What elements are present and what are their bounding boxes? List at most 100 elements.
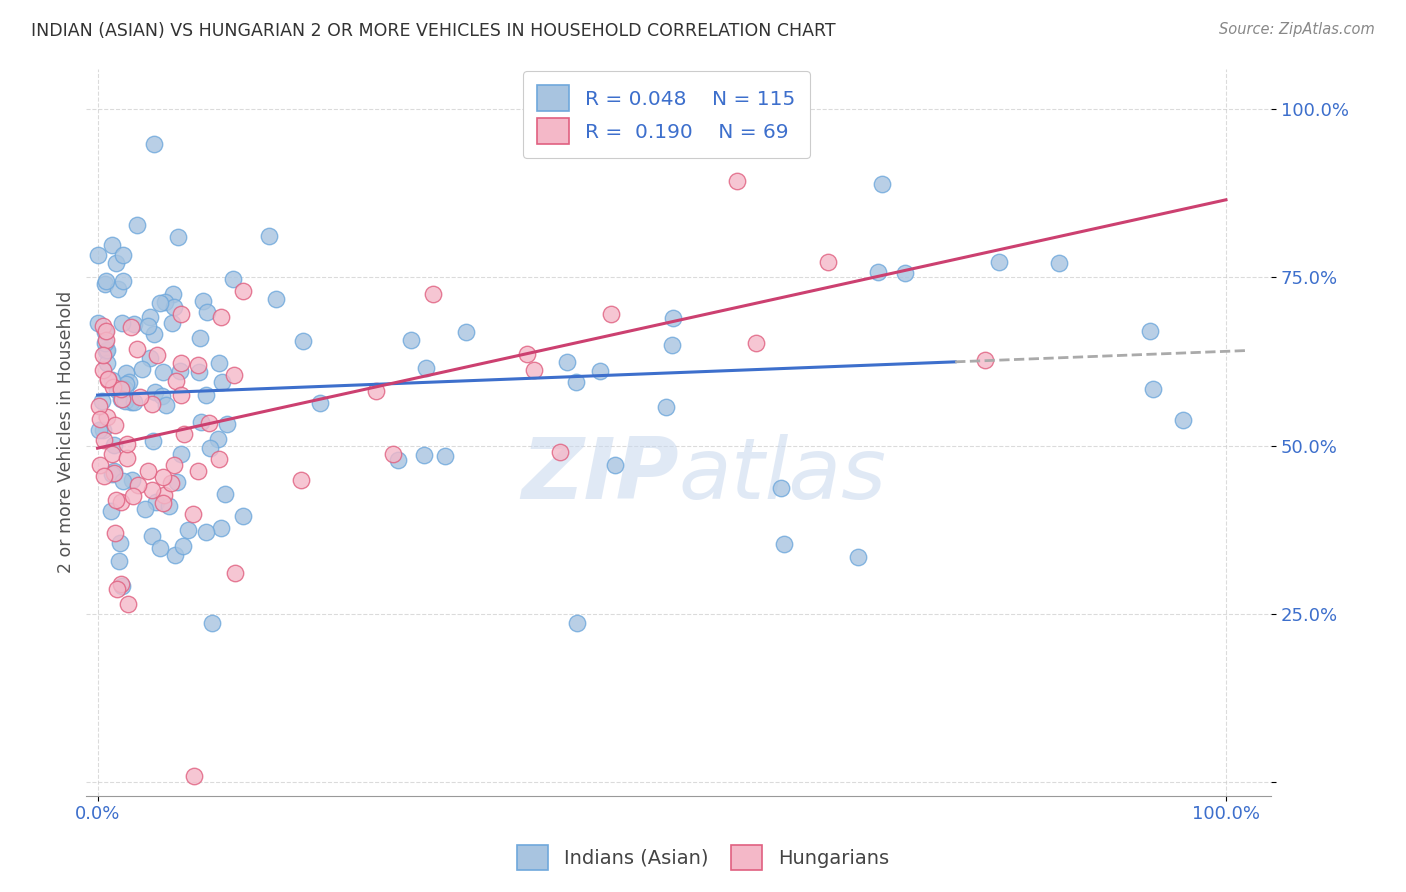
Point: [1142, 382, 1164, 396]
Point: [603, 458, 626, 472]
Point: [143, 385, 166, 400]
Point: [101, 467, 124, 481]
Point: [387, 452, 409, 467]
Point: [117, 597, 139, 611]
Point: [121, 473, 143, 487]
Point: [110, 382, 132, 396]
Point: [224, 566, 246, 580]
Point: [103, 380, 125, 394]
Point: [96, 409, 118, 424]
Point: [662, 310, 685, 325]
Point: [157, 499, 180, 513]
Point: [111, 248, 134, 262]
Point: [145, 495, 167, 509]
Point: [94, 333, 117, 347]
Point: [91, 318, 114, 333]
Point: [434, 450, 457, 464]
Point: [93, 468, 115, 483]
Point: [190, 415, 212, 429]
Point: [100, 504, 122, 518]
Point: [817, 255, 839, 269]
Point: [565, 375, 588, 389]
Point: [894, 266, 917, 280]
Point: [114, 393, 136, 408]
Point: [308, 395, 330, 409]
Point: [104, 493, 127, 508]
Point: [149, 296, 172, 310]
Point: [516, 347, 538, 361]
Point: [136, 464, 159, 478]
Point: [209, 521, 232, 535]
Point: [599, 307, 621, 321]
Point: [177, 523, 200, 537]
Point: [110, 577, 132, 591]
Point: [105, 383, 128, 397]
Point: [152, 496, 174, 510]
Point: [121, 320, 143, 334]
Point: [142, 434, 165, 449]
Text: ZIP: ZIP: [522, 434, 679, 517]
Point: [152, 365, 174, 379]
Point: [111, 274, 134, 288]
Point: [166, 475, 188, 489]
Point: [1173, 413, 1195, 427]
Point: [101, 373, 124, 387]
Text: Source: ZipAtlas.com: Source: ZipAtlas.com: [1219, 22, 1375, 37]
Point: [122, 394, 145, 409]
Point: [162, 287, 184, 301]
Point: [93, 277, 115, 291]
Point: [259, 229, 281, 244]
Point: [160, 316, 183, 330]
Point: [207, 452, 229, 467]
Point: [122, 317, 145, 331]
Point: [91, 363, 114, 377]
Point: [748, 120, 770, 135]
Point: [114, 366, 136, 380]
Point: [214, 487, 236, 501]
Point: [94, 336, 117, 351]
Point: [160, 475, 183, 490]
Point: [153, 488, 176, 502]
Point: [127, 477, 149, 491]
Legend: R = 0.048    N = 115, R =  0.190    N = 69: R = 0.048 N = 115, R = 0.190 N = 69: [523, 71, 810, 158]
Point: [93, 434, 115, 448]
Point: [134, 502, 156, 516]
Point: [111, 474, 134, 488]
Point: [232, 509, 254, 524]
Point: [166, 229, 188, 244]
Point: [125, 342, 148, 356]
Point: [115, 450, 138, 465]
Point: [1139, 324, 1161, 338]
Point: [112, 385, 135, 400]
Point: [89, 412, 111, 426]
Point: [187, 358, 209, 372]
Point: [169, 364, 191, 378]
Point: [381, 447, 404, 461]
Point: [96, 274, 118, 288]
Point: [187, 464, 209, 478]
Point: [97, 372, 120, 386]
Point: [170, 356, 193, 370]
Point: [87, 399, 110, 413]
Point: [725, 174, 748, 188]
Point: [870, 178, 893, 192]
Point: [118, 376, 141, 390]
Point: [413, 448, 436, 462]
Point: [170, 388, 193, 402]
Point: [290, 473, 312, 487]
Point: [422, 286, 444, 301]
Point: [117, 437, 139, 451]
Point: [194, 524, 217, 539]
Point: [655, 401, 678, 415]
Point: [565, 616, 588, 631]
Point: [142, 327, 165, 342]
Point: [588, 364, 610, 378]
Point: [197, 416, 219, 430]
Point: [91, 348, 114, 362]
Point: [194, 388, 217, 402]
Point: [91, 423, 114, 437]
Point: [96, 356, 118, 370]
Point: [172, 540, 194, 554]
Point: [89, 423, 111, 437]
Point: [91, 394, 114, 409]
